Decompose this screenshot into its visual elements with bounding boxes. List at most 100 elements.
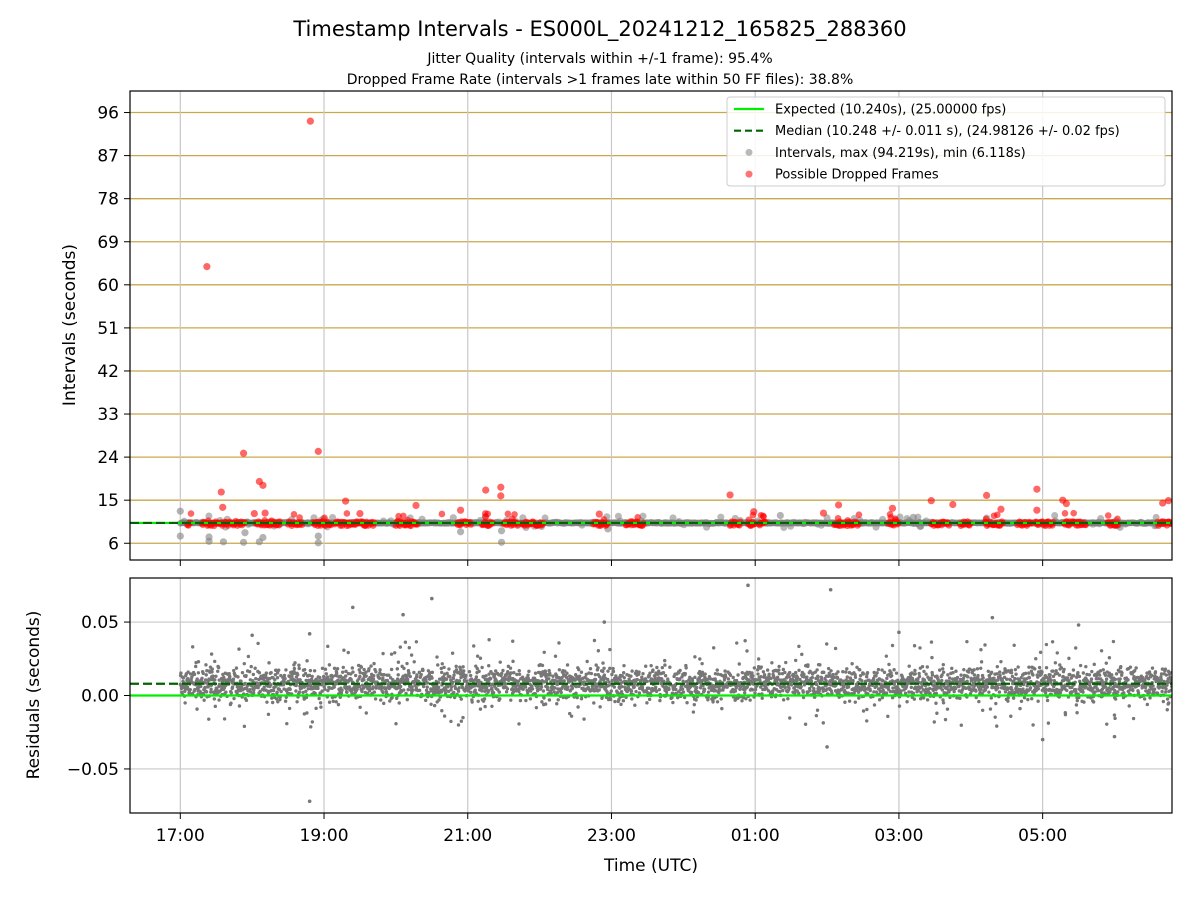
residual-point — [570, 686, 575, 691]
residual-point — [283, 699, 288, 703]
residual-point — [795, 679, 799, 683]
residual-point — [317, 679, 321, 683]
residual-point — [778, 689, 782, 694]
residual-point — [871, 676, 876, 681]
residual-point — [1036, 675, 1040, 679]
residual-point — [714, 679, 718, 683]
residual-point — [451, 676, 456, 681]
residual-point — [372, 673, 376, 678]
residual-point — [542, 696, 546, 700]
dropped-frame-point — [1114, 515, 1121, 523]
x-tick-label: 19:00 — [300, 826, 349, 846]
residual-point — [1013, 667, 1018, 672]
residual-point — [644, 664, 648, 668]
residual-point — [317, 696, 321, 701]
residual-point — [206, 684, 211, 688]
residual-point — [321, 674, 326, 679]
residual-point — [278, 697, 282, 702]
residual-point — [752, 666, 757, 670]
residual-point — [264, 671, 269, 675]
x-tick-label: 05:00 — [1018, 826, 1067, 846]
residual-point — [994, 701, 998, 706]
residual-point — [647, 686, 651, 691]
residual-point — [483, 704, 487, 709]
residual-point — [647, 674, 652, 678]
residual-point — [1024, 671, 1028, 676]
residual-point — [878, 689, 883, 694]
residual-point — [855, 665, 859, 669]
residual-point — [974, 695, 978, 700]
residual-point — [945, 685, 949, 690]
residual-point — [282, 673, 287, 678]
residual-point — [257, 670, 262, 675]
residual-point — [968, 667, 972, 671]
residual-point — [439, 670, 444, 675]
residual-point — [584, 672, 588, 676]
y-tick-label: 15 — [97, 491, 119, 511]
residual-point — [1057, 673, 1062, 677]
dropped-frame-point — [438, 510, 446, 518]
residual-point — [681, 679, 685, 683]
residual-point — [387, 673, 391, 677]
residual-point — [917, 674, 922, 679]
residual-point — [593, 672, 598, 677]
residual-point — [574, 684, 578, 689]
interval-point — [456, 528, 465, 536]
residual-point — [907, 664, 911, 668]
residual-point — [430, 670, 435, 675]
residual-point — [685, 701, 689, 705]
residual-point — [694, 698, 698, 702]
residual-point — [213, 704, 218, 709]
residual-point — [606, 683, 610, 688]
residual-point — [1031, 673, 1035, 677]
residual-point — [992, 676, 996, 680]
residual-point — [555, 690, 560, 695]
residual-point — [282, 687, 286, 691]
residual-point — [890, 696, 895, 700]
residual-point — [621, 698, 626, 703]
residual-point — [740, 699, 744, 703]
residual-point — [253, 666, 257, 670]
residual-point — [998, 670, 1002, 674]
residual-point — [464, 673, 468, 678]
dropped-frame-point — [504, 510, 512, 518]
residual-point — [270, 700, 275, 705]
dropped-frame-point — [259, 481, 267, 489]
residual-point — [1067, 679, 1071, 683]
dropped-frame-point — [927, 497, 935, 505]
residual-point — [795, 675, 800, 680]
interval-point — [176, 507, 184, 515]
residual-point — [515, 672, 519, 677]
residual-point — [637, 670, 641, 674]
residual-point — [761, 670, 766, 674]
residual-point — [474, 691, 478, 695]
residual-point — [770, 661, 774, 665]
dropped-frame-point — [1070, 509, 1077, 517]
residual-point — [708, 677, 713, 681]
residual-point — [610, 672, 614, 677]
residual-point — [601, 669, 605, 674]
residual-point — [966, 675, 970, 679]
residual-point — [405, 677, 410, 682]
dropped-frame-point — [745, 516, 753, 524]
residual-point — [925, 665, 930, 669]
residual-point — [947, 676, 952, 680]
residual-point — [733, 689, 738, 693]
dropped-frame-point — [203, 263, 211, 271]
residual-point — [693, 675, 697, 680]
residual-point — [419, 672, 423, 677]
residual-point — [210, 670, 214, 674]
residual-point — [907, 690, 911, 694]
interval-point — [717, 513, 725, 521]
residual-point — [1049, 678, 1053, 682]
residual-point — [527, 669, 531, 674]
residual-point — [267, 661, 271, 665]
dropped-frame-point — [726, 491, 734, 499]
residual-point — [678, 677, 682, 681]
residual-point — [784, 660, 788, 665]
residual-point — [382, 701, 386, 706]
residual-point — [424, 688, 429, 693]
x-tick-label: 01:00 — [731, 826, 780, 846]
residual-point — [1003, 690, 1008, 694]
residual-point — [799, 684, 803, 689]
